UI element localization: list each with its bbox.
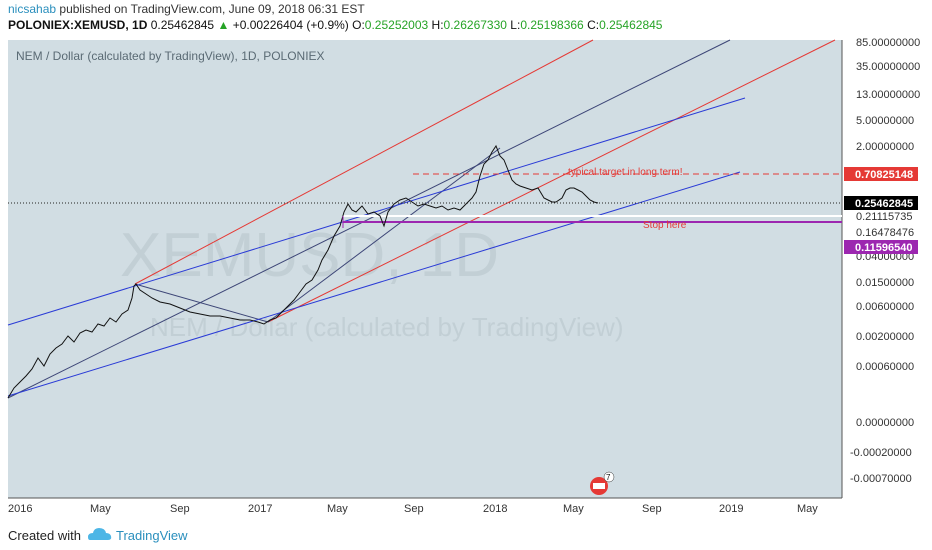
red-channel-lower[interactable] <box>267 39 836 323</box>
plot-area[interactable] <box>8 40 842 498</box>
high-value: 0.26267330 <box>443 18 507 32</box>
close-label: C: <box>587 18 600 32</box>
author-link[interactable]: nicsahab <box>8 2 57 16</box>
y-tick: 0.00200000 <box>856 331 914 343</box>
price-series-line[interactable] <box>7 144 599 399</box>
published-text: published on TradingView.com, June 09, 2… <box>59 2 365 16</box>
x-tick: May <box>327 503 348 515</box>
x-tick: 2018 <box>483 503 507 515</box>
x-tick: 2019 <box>719 503 743 515</box>
watermark: XEMUSD, 1D <box>120 221 499 290</box>
x-tick: Sep <box>404 503 424 515</box>
created-with-text: Created with <box>8 528 81 543</box>
open-value: 0.25252003 <box>364 18 429 32</box>
events-flag-icon[interactable]: 7 <box>590 471 615 495</box>
price-chart[interactable]: NEM / Dollar (calculated by TradingView)… <box>0 36 932 520</box>
y-tick: 0.00060000 <box>856 361 914 373</box>
ohlc-line: POLONIEX:XEMUSD, 1D 0.25462845 ▲ +0.0022… <box>8 18 662 32</box>
navy-line-middle[interactable] <box>267 147 501 323</box>
navy-line-upper[interactable] <box>7 39 731 399</box>
last-price: 0.25462845 <box>150 18 215 32</box>
stop-price-badge <box>844 240 918 254</box>
y-tick: 0.01500000 <box>856 277 914 289</box>
y-tick: 0.00600000 <box>856 301 914 313</box>
stop-price-badge-text: 0.11596540 <box>855 242 913 254</box>
chart-container[interactable]: NEM / Dollar (calculated by TradingView)… <box>0 36 932 520</box>
low-value: 0.25198366 <box>520 18 584 32</box>
price-axis[interactable] <box>842 40 932 498</box>
x-tick: May <box>797 503 818 515</box>
x-tick: 2016 <box>8 503 32 515</box>
close-value: 0.25462845 <box>599 18 663 32</box>
footer: Created with TradingView <box>0 520 932 550</box>
chart-title: NEM / Dollar (calculated by TradingView)… <box>16 49 325 63</box>
red-channel-upper[interactable] <box>134 39 594 285</box>
x-tick: Sep <box>642 503 662 515</box>
time-axis[interactable] <box>8 498 842 520</box>
y-tick: 0.00000000 <box>856 417 914 429</box>
stop-annotation: Stop here <box>643 220 687 231</box>
last-price-badge-text: 0.25462845 <box>855 198 913 210</box>
x-tick: May <box>563 503 584 515</box>
tradingview-link[interactable]: TradingView <box>116 528 188 543</box>
target-price-badge-text: 0.70825148 <box>855 169 913 181</box>
high-label: H: <box>431 18 444 32</box>
y-tick: -0.00020000 <box>850 447 912 459</box>
last-price-badge <box>844 196 918 210</box>
y-tick: 13.00000000 <box>856 89 920 101</box>
change-value: +0.00226404 (+0.9%) <box>232 18 349 32</box>
publish-line: nicsahab published on TradingView.com, J… <box>8 2 365 16</box>
y-tick: 35.00000000 <box>856 61 920 73</box>
y-tick: 85.00000000 <box>856 37 920 49</box>
watermark-sub: NEM / Dollar (calculated by TradingView) <box>150 312 623 342</box>
x-axis-labels: 2016 May Sep 2017 May Sep 2018 May Sep 2… <box>8 503 818 515</box>
y-tick: 5.00000000 <box>856 115 914 127</box>
target-annotation: typical target in long term! <box>568 167 683 178</box>
navy-line-connector[interactable] <box>134 283 269 323</box>
x-tick: 2017 <box>248 503 272 515</box>
y-tick: 2.00000000 <box>856 141 914 153</box>
events-count: 7 <box>606 473 611 482</box>
blue-channel-upper[interactable] <box>7 97 746 326</box>
y-tick: 0.16478476 <box>856 227 914 239</box>
tradingview-cloud-icon[interactable] <box>86 526 112 542</box>
low-label: L: <box>510 18 521 32</box>
x-tick: Sep <box>170 503 190 515</box>
target-price-badge <box>844 167 918 181</box>
blue-channel-lower[interactable] <box>7 171 741 397</box>
y-tick: -0.00070000 <box>850 473 912 485</box>
x-tick: May <box>90 503 111 515</box>
open-label: O: <box>352 18 365 32</box>
y-axis-labels: 85.00000000 35.00000000 13.00000000 5.00… <box>850 37 920 485</box>
up-arrow-icon: ▲ <box>217 18 230 32</box>
y-tick: 0.21115735 <box>856 211 912 223</box>
symbol-label: POLONIEX:XEMUSD, 1D <box>8 18 148 32</box>
